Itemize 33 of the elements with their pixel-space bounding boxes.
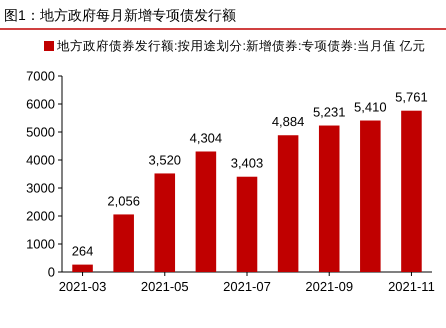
data-label: 4,884 <box>272 114 304 130</box>
bar <box>236 176 258 272</box>
x-tick-label: 2021-03 <box>58 279 106 294</box>
y-tick-label: 7000 <box>26 68 55 84</box>
data-label: 3,403 <box>230 156 264 171</box>
y-tick-label: 5000 <box>26 124 55 140</box>
y-tick-label: 4000 <box>26 152 55 168</box>
legend: 地方政府债券发行额:按用途划分:新增债券:专项债券:当月值 亿元 <box>44 39 426 53</box>
bar <box>113 214 134 272</box>
y-tick-label: 2000 <box>26 208 55 224</box>
x-tick-label: 2021-11 <box>388 279 435 294</box>
y-tick-label: 3000 <box>26 180 55 196</box>
bar <box>360 120 381 272</box>
data-label: 3,520 <box>148 152 182 168</box>
x-tick-label: 2021-09 <box>305 279 354 294</box>
bar <box>318 126 340 272</box>
y-tick-label: 1000 <box>26 236 55 252</box>
bar <box>278 135 298 272</box>
y-tick-label: 0 <box>48 264 55 280</box>
x-tick-label: 2021-07 <box>223 279 271 294</box>
bar <box>196 151 216 272</box>
bar <box>154 173 176 272</box>
data-label: 4,304 <box>190 130 222 146</box>
chart-title: 图1：地方政府每月新增专项债发行额 <box>4 7 236 23</box>
data-label: 2,056 <box>107 193 140 208</box>
y-tick-label: 6000 <box>26 96 55 112</box>
bar <box>72 264 93 272</box>
x-tick-label: 2021-05 <box>140 279 189 294</box>
data-label: 5,231 <box>312 104 346 120</box>
bar <box>401 110 422 272</box>
data-label: 264 <box>72 244 94 259</box>
data-label: 5,410 <box>354 100 387 115</box>
data-label: 5,761 <box>395 90 428 105</box>
